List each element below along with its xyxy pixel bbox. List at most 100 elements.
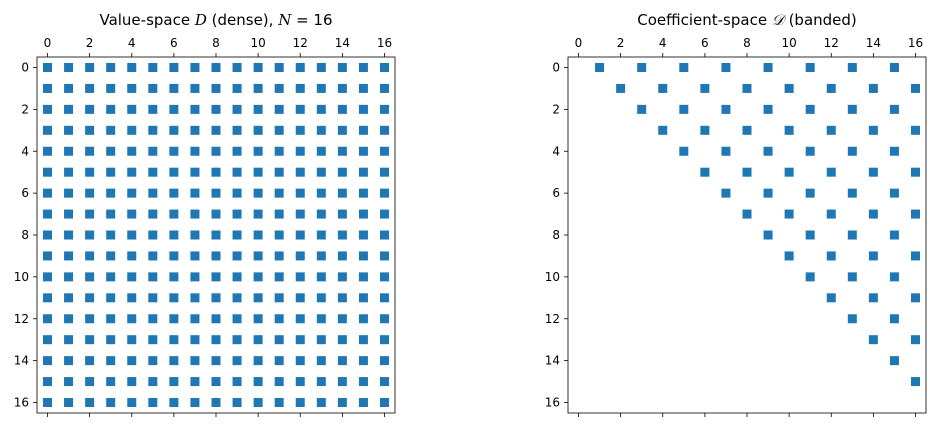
x-tick-label: 6 bbox=[170, 36, 178, 50]
nonzero-marker bbox=[253, 356, 263, 366]
nonzero-marker bbox=[253, 63, 263, 72]
nonzero-marker bbox=[358, 293, 368, 303]
nonzero-marker bbox=[358, 125, 368, 135]
nonzero-marker bbox=[43, 377, 52, 387]
nonzero-marker bbox=[169, 230, 179, 240]
y-tick-label: 8 bbox=[21, 228, 29, 242]
nonzero-marker bbox=[295, 356, 305, 366]
nonzero-marker bbox=[826, 209, 836, 219]
nonzero-marker bbox=[169, 356, 179, 366]
nonzero-marker bbox=[190, 293, 200, 303]
nonzero-marker bbox=[127, 293, 137, 303]
nonzero-marker bbox=[911, 167, 920, 177]
nonzero-marker bbox=[295, 83, 305, 93]
nonzero-marker bbox=[211, 335, 221, 345]
nonzero-marker bbox=[43, 314, 52, 324]
nonzero-marker bbox=[742, 125, 752, 135]
nonzero-marker bbox=[358, 146, 368, 156]
nonzero-marker bbox=[358, 63, 368, 72]
banded-matrix-panel: Coefficient-space 𝒟 (banded) 0 2 4 6 8 10 12 14 1… bbox=[545, 11, 927, 417]
nonzero-marker bbox=[274, 251, 284, 261]
x-tick-label: 14 bbox=[335, 36, 350, 50]
nonzero-marker bbox=[274, 83, 284, 93]
nonzero-marker bbox=[295, 230, 305, 240]
y-tick-label: 12 bbox=[545, 312, 560, 326]
y-tick-label: 8 bbox=[552, 228, 560, 242]
nonzero-marker bbox=[127, 125, 137, 135]
nonzero-marker bbox=[85, 63, 95, 72]
nonzero-marker bbox=[85, 83, 95, 93]
nonzero-marker bbox=[232, 251, 242, 261]
nonzero-marker bbox=[868, 125, 878, 135]
nonzero-marker bbox=[43, 125, 52, 135]
axes-frame bbox=[567, 56, 927, 414]
nonzero-marker bbox=[43, 83, 52, 93]
nonzero-marker bbox=[826, 125, 836, 135]
nonzero-marker bbox=[889, 230, 899, 240]
nonzero-marker bbox=[380, 356, 389, 366]
nonzero-marker bbox=[763, 188, 773, 198]
nonzero-marker bbox=[232, 293, 242, 303]
nonzero-marker bbox=[911, 251, 920, 261]
nonzero-marker bbox=[232, 335, 242, 345]
nonzero-marker bbox=[868, 293, 878, 303]
nonzero-marker bbox=[211, 209, 221, 219]
nonzero-marker bbox=[358, 230, 368, 240]
nonzero-marker bbox=[316, 83, 326, 93]
nonzero-marker bbox=[232, 356, 242, 366]
nonzero-marker bbox=[127, 104, 137, 114]
chart-title: Value-space D (dense), N = 16 bbox=[99, 11, 332, 29]
x-tick-label: 6 bbox=[701, 36, 709, 50]
nonzero-marker bbox=[868, 83, 878, 93]
nonzero-marker bbox=[658, 83, 668, 93]
nonzero-marker bbox=[169, 209, 179, 219]
y-tick-label: 6 bbox=[552, 186, 560, 200]
nonzero-marker bbox=[358, 314, 368, 324]
nonzero-marker bbox=[211, 251, 221, 261]
nonzero-marker bbox=[358, 398, 368, 407]
nonzero-marker bbox=[232, 63, 242, 72]
dense-matrix-panel: Value-space D (dense), N = 16 0 2 4 6 8 10 12 14… bbox=[14, 11, 396, 417]
nonzero-marker bbox=[253, 209, 263, 219]
nonzero-marker bbox=[148, 146, 158, 156]
nonzero-marker bbox=[337, 377, 347, 387]
nonzero-marker bbox=[358, 167, 368, 177]
x-tick-label: 14 bbox=[866, 36, 881, 50]
nonzero-marker bbox=[211, 167, 221, 177]
nonzero-marker bbox=[211, 377, 221, 387]
nonzero-marker bbox=[253, 83, 263, 93]
nonzero-marker bbox=[64, 377, 74, 387]
chart-title-part: (banded) bbox=[784, 11, 857, 29]
nonzero-marker bbox=[106, 356, 116, 366]
nonzero-marker bbox=[43, 104, 52, 114]
nonzero-marker bbox=[295, 377, 305, 387]
nonzero-marker bbox=[274, 209, 284, 219]
nonzero-marker bbox=[847, 188, 857, 198]
nonzero-marker bbox=[337, 356, 347, 366]
nonzero-marker bbox=[847, 104, 857, 114]
nonzero-marker bbox=[64, 398, 74, 407]
y-tick-label: 16 bbox=[14, 396, 29, 410]
nonzero-marker bbox=[232, 314, 242, 324]
chart-title-part: 𝒟 bbox=[772, 11, 787, 29]
nonzero-marker bbox=[847, 63, 857, 72]
x-tick-label: 8 bbox=[212, 36, 220, 50]
nonzero-marker bbox=[316, 104, 326, 114]
nonzero-marker bbox=[169, 125, 179, 135]
y-tick-label: 2 bbox=[552, 102, 560, 116]
nonzero-marker bbox=[316, 398, 326, 407]
nonzero-marker bbox=[211, 293, 221, 303]
nonzero-marker bbox=[169, 146, 179, 156]
nonzero-marker bbox=[190, 125, 200, 135]
nonzero-marker bbox=[232, 83, 242, 93]
nonzero-marker bbox=[232, 272, 242, 282]
nonzero-marker bbox=[253, 146, 263, 156]
nonzero-marker bbox=[106, 188, 116, 198]
nonzero-marker bbox=[85, 209, 95, 219]
nonzero-marker bbox=[742, 167, 752, 177]
nonzero-marker bbox=[127, 63, 137, 72]
nonzero-marker bbox=[148, 293, 158, 303]
nonzero-marker bbox=[148, 356, 158, 366]
nonzero-marker bbox=[127, 167, 137, 177]
y-tick-label: 10 bbox=[545, 270, 560, 284]
